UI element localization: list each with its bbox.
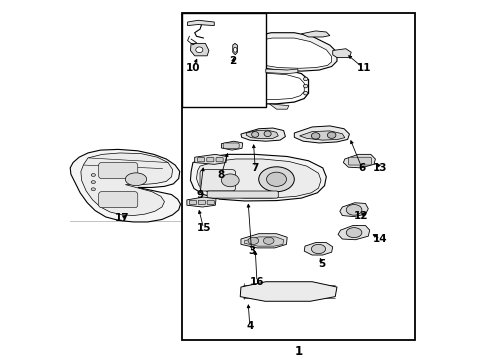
Polygon shape	[81, 153, 172, 216]
Ellipse shape	[258, 167, 294, 192]
Ellipse shape	[247, 237, 258, 244]
FancyBboxPatch shape	[206, 158, 213, 162]
FancyBboxPatch shape	[347, 157, 371, 165]
Ellipse shape	[303, 77, 307, 81]
Text: 11: 11	[356, 63, 370, 73]
Polygon shape	[294, 126, 349, 143]
FancyBboxPatch shape	[216, 158, 223, 162]
Text: 1: 1	[294, 345, 302, 358]
Polygon shape	[269, 104, 288, 109]
Polygon shape	[221, 141, 242, 150]
Polygon shape	[190, 44, 208, 56]
Polygon shape	[240, 282, 336, 301]
Polygon shape	[343, 154, 375, 168]
FancyBboxPatch shape	[99, 163, 138, 179]
Ellipse shape	[303, 84, 307, 88]
Ellipse shape	[266, 172, 286, 186]
Polygon shape	[265, 69, 297, 73]
Polygon shape	[339, 203, 367, 217]
FancyBboxPatch shape	[207, 200, 214, 204]
Ellipse shape	[303, 91, 307, 95]
Ellipse shape	[346, 204, 361, 215]
Ellipse shape	[195, 47, 203, 53]
Ellipse shape	[91, 188, 95, 191]
FancyBboxPatch shape	[182, 13, 414, 341]
Polygon shape	[301, 31, 329, 37]
Ellipse shape	[326, 132, 335, 138]
Polygon shape	[247, 38, 331, 68]
Text: 10: 10	[185, 63, 200, 73]
Polygon shape	[337, 225, 369, 240]
Polygon shape	[194, 154, 226, 164]
Polygon shape	[241, 128, 285, 141]
Text: 3: 3	[247, 247, 255, 256]
Ellipse shape	[311, 133, 319, 139]
Polygon shape	[242, 33, 336, 71]
FancyBboxPatch shape	[198, 200, 205, 204]
Ellipse shape	[91, 181, 95, 184]
Polygon shape	[232, 44, 237, 55]
Text: 13: 13	[372, 163, 387, 173]
Ellipse shape	[233, 47, 237, 52]
Polygon shape	[186, 197, 216, 207]
Ellipse shape	[264, 131, 271, 136]
Text: 4: 4	[245, 321, 253, 331]
Polygon shape	[70, 149, 180, 222]
Ellipse shape	[311, 244, 325, 253]
Ellipse shape	[251, 132, 258, 137]
FancyBboxPatch shape	[223, 143, 239, 148]
Polygon shape	[196, 159, 320, 198]
Text: 7: 7	[251, 163, 258, 173]
Ellipse shape	[221, 174, 239, 187]
Polygon shape	[246, 130, 278, 139]
Text: 14: 14	[372, 234, 387, 244]
Text: 8: 8	[217, 170, 224, 180]
Ellipse shape	[263, 237, 273, 244]
Ellipse shape	[346, 228, 361, 238]
FancyBboxPatch shape	[200, 170, 235, 191]
Text: 12: 12	[353, 211, 367, 221]
FancyBboxPatch shape	[189, 200, 196, 204]
Ellipse shape	[91, 174, 95, 176]
Polygon shape	[304, 243, 332, 255]
Text: 9: 9	[196, 190, 203, 199]
Text: 17: 17	[114, 213, 129, 223]
Polygon shape	[332, 49, 350, 58]
Polygon shape	[244, 237, 283, 246]
Text: 15: 15	[196, 223, 210, 233]
FancyBboxPatch shape	[197, 158, 204, 162]
Text: 5: 5	[318, 259, 325, 269]
Text: 16: 16	[249, 277, 264, 287]
Polygon shape	[190, 68, 308, 104]
Polygon shape	[241, 234, 286, 248]
FancyBboxPatch shape	[207, 191, 278, 198]
Ellipse shape	[125, 173, 146, 186]
FancyBboxPatch shape	[99, 192, 138, 208]
Text: 2: 2	[229, 56, 236, 66]
Polygon shape	[187, 20, 214, 26]
Polygon shape	[299, 131, 344, 140]
FancyBboxPatch shape	[182, 13, 265, 107]
Text: 6: 6	[358, 163, 365, 173]
Polygon shape	[190, 154, 325, 201]
